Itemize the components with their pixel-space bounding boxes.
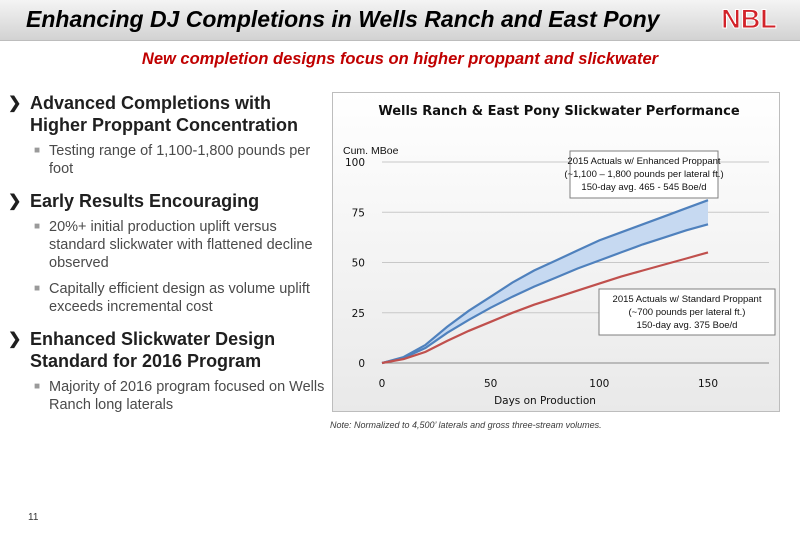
x-tick-label: 50 [484, 378, 497, 390]
header-bar: Enhancing DJ Completions in Wells Ranch … [0, 0, 800, 41]
bullet-sub-item: ■ Majority of 2016 program focused on We… [8, 378, 326, 414]
chart-footnote: Note: Normalized to 4,500’ laterals and … [330, 420, 602, 430]
enhanced-proppant-annotation-line: 150-day avg. 465 - 545 Boe/d [581, 182, 706, 193]
bullet-heading-results: ❯ Early Results Encouraging [8, 190, 326, 212]
slide-subtitle: New completion designs focus on higher p… [141, 50, 659, 68]
chevron-right-icon: ❯ [8, 193, 22, 210]
square-bullet-icon: ■ [34, 221, 41, 232]
x-tick-label: 100 [589, 378, 609, 390]
chevron-right-icon: ❯ [8, 95, 22, 112]
y-tick-label: 50 [352, 258, 365, 270]
standard-proppant-annotation-line: 150-day avg. 375 Boe/d [637, 320, 738, 331]
svg-text:NBL: NBL [721, 4, 777, 34]
square-bullet-icon: ■ [34, 145, 41, 156]
enhanced-lower-line [381, 223, 709, 365]
bullet-sub-text: 20%+ initial production uplift versus st… [49, 219, 313, 271]
enhanced-upper-line [381, 199, 709, 365]
y-axis-label: Cum. MBoe [343, 145, 399, 157]
standard-proppant-line [381, 251, 709, 365]
y-tick-label: 100 [345, 157, 365, 169]
page-number: 11 [28, 512, 39, 523]
x-tick-label: 150 [698, 378, 718, 390]
slide-title: Enhancing DJ Completions in Wells Ranch … [26, 6, 660, 32]
bullet-heading-text: Advanced Completions with Higher Proppan… [30, 93, 299, 135]
enhanced-proppant-annotation-line: (~1,100 – 1,800 pounds per lateral ft.) [564, 169, 723, 180]
bullet-sub-item: ■ 20%+ initial production uplift versus … [8, 218, 326, 272]
enhanced-proppant-annotation-line: 2015 Actuals w/ Enhanced Proppant [567, 156, 721, 167]
x-axis-label: Days on Production [494, 395, 596, 407]
y-tick-label: 75 [352, 207, 365, 219]
standard-proppant-annotation-line: (~700 pounds per lateral ft.) [629, 307, 746, 318]
standard-proppant-annotation-line: 2015 Actuals w/ Standard Proppant [613, 294, 762, 305]
bullet-heading-slickwater: ❯ Enhanced Slickwater Design Standard fo… [8, 328, 326, 372]
y-tick-label: 25 [352, 308, 365, 320]
bullet-heading-text: Early Results Encouraging [30, 191, 260, 211]
slickwater-performance-chart: Wells Ranch & East Pony Slickwater Perfo… [343, 104, 776, 407]
chart-title: Wells Ranch & East Pony Slickwater Perfo… [378, 104, 740, 119]
enhanced-proppant-annotation-box [569, 150, 719, 199]
square-bullet-icon: ■ [34, 381, 41, 392]
bullet-sub-item: ■ Capitally efficient design as volume u… [8, 280, 326, 316]
bullet-sub-text: Capitally efficient design as volume upl… [49, 281, 310, 315]
chevron-right-icon: ❯ [8, 331, 22, 348]
chart-panel: Wells Ranch & East Pony Slickwater Perfo… [332, 92, 780, 412]
bullet-sub-item: ■ Testing range of 1,100-1,800 pounds pe… [8, 142, 326, 178]
square-bullet-icon: ■ [34, 283, 41, 294]
standard-proppant-annotation-box [598, 288, 776, 336]
bullet-heading-completions: ❯ Advanced Completions with Higher Propp… [8, 92, 326, 136]
y-tick-label: 0 [358, 358, 365, 370]
x-tick-label: 0 [379, 378, 386, 390]
nbl-logo: NBL [721, 4, 778, 35]
bullet-heading-text: Enhanced Slickwater Design Standard for … [30, 329, 276, 371]
bullet-list: ❯ Advanced Completions with Higher Propp… [8, 92, 326, 414]
bullet-sub-text: Testing range of 1,100-1,800 pounds per … [49, 143, 311, 177]
bullet-sub-text: Majority of 2016 program focused on Well… [49, 379, 325, 413]
